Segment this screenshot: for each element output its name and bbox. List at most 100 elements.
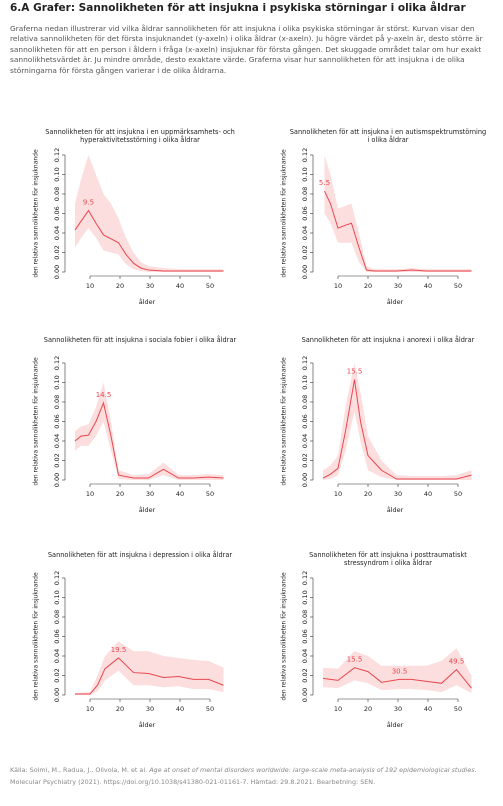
y-tick-label: 0.08 <box>53 187 61 201</box>
chart-title: Sannolikheten för att insjukna i depress… <box>47 551 233 559</box>
y-tick-label: 0.04 <box>53 226 61 240</box>
y-tick-label: 0.00 <box>53 473 61 487</box>
y-tick-label: 0.04 <box>301 434 309 448</box>
y-tick-label: 0.10 <box>53 375 61 389</box>
x-tick-label: 50 <box>454 705 462 713</box>
y-tick-label: 0.10 <box>301 167 309 181</box>
chart: Sannolikheten för att insjukna i en auti… <box>258 122 498 327</box>
x-tick-label: 10 <box>334 282 342 290</box>
confidence-band <box>75 641 224 695</box>
x-tick-label: 30 <box>146 490 154 498</box>
plot: 0.00 0.02 0.04 0.06 0.08 0.10 0.12 den relativa… <box>33 148 224 306</box>
chart-title: Sannolikheten för att insjukna i sociala… <box>43 336 237 344</box>
y-tick-label: 0.02 <box>53 453 61 467</box>
x-tick-label: 20 <box>116 490 124 498</box>
source-text: Källa: Solmi, M., Radua, J., Olivola, M.… <box>10 766 148 774</box>
annotation: 14.5 <box>96 391 112 399</box>
confidence-band <box>323 363 472 480</box>
annotation: 30.5 <box>392 667 408 675</box>
y-tick-label: 0.08 <box>301 610 309 624</box>
line <box>75 657 224 695</box>
line <box>322 667 472 689</box>
y-tick-label: 0.00 <box>53 688 61 702</box>
x-tick-label: 10 <box>86 282 94 290</box>
y-tick-label: 0.02 <box>53 245 61 259</box>
x-tick-label: 50 <box>454 282 462 290</box>
y-tick-label: 0.02 <box>301 668 309 682</box>
x-tick-label: 10 <box>334 705 342 713</box>
x-tick-label: 30 <box>146 282 154 290</box>
confidence-band <box>324 155 472 272</box>
confidence-band <box>323 648 472 694</box>
x-tick-label: 40 <box>424 490 432 498</box>
line <box>322 379 472 480</box>
y-tick-label: 0.12 <box>53 148 61 162</box>
x-tick-label: 40 <box>176 705 184 713</box>
y-tick-label: 0.06 <box>53 206 61 220</box>
heading: 6.A Grafer: Sannolikheten för att insjuk… <box>10 2 466 14</box>
x-tick-label: 30 <box>146 705 154 713</box>
chart: Sannolikheten för att insjukna i sociala… <box>10 330 250 535</box>
annotation: 49.5 <box>449 658 465 666</box>
line <box>324 190 472 272</box>
x-tick-label: 30 <box>394 282 402 290</box>
intro-text: Graferna nedan illustrerar vid vilka åld… <box>10 24 483 75</box>
y-tick-label: 0.04 <box>53 649 61 663</box>
x-tick-label: 10 <box>86 490 94 498</box>
x-tick-label: 50 <box>454 490 462 498</box>
x-tick-label: 30 <box>394 490 402 498</box>
y-axis-label: den relativa sannolikheten för insjuknan… <box>33 149 40 278</box>
x-tick-label: 50 <box>206 490 214 498</box>
chart: Sannolikheten för att insjukna i depress… <box>10 545 250 750</box>
x-tick-label: 10 <box>334 490 342 498</box>
y-tick-label: 0.00 <box>301 473 309 487</box>
y-tick-label: 0.06 <box>301 206 309 220</box>
x-tick-label: 40 <box>176 490 184 498</box>
y-tick-label: 0.10 <box>301 590 309 604</box>
chart-title: Sannolikheten för att insjukna i en uppm… <box>45 128 235 145</box>
y-tick-label: 0.02 <box>301 245 309 259</box>
plot: 0.00 0.02 0.04 0.06 0.08 0.10 0.12 den relativa… <box>33 571 224 729</box>
x-tick-label: 50 <box>206 282 214 290</box>
y-tick-label: 0.06 <box>301 629 309 643</box>
y-tick-label: 0.12 <box>53 571 61 585</box>
plot: 0.00 0.02 0.04 0.06 0.08 0.10 0.12 den relativa… <box>281 571 472 729</box>
source: Källa: Solmi, M., Radua, J., Olivola, M.… <box>10 764 490 788</box>
line <box>74 209 224 272</box>
y-tick-label: 0.12 <box>301 356 309 370</box>
chart: Sannolikheten för att insjukna i posttra… <box>258 545 498 750</box>
x-tick-label: 40 <box>176 282 184 290</box>
line <box>74 401 224 479</box>
y-tick-label: 0.02 <box>301 453 309 467</box>
y-tick-label: 0.00 <box>301 688 309 702</box>
confidence-band <box>75 155 224 272</box>
y-tick-label: 0.08 <box>53 395 61 409</box>
y-axis-label: den relativa sannolikheten för insjuknan… <box>281 572 288 701</box>
y-tick-label: 0.08 <box>301 395 309 409</box>
x-tick-label: 20 <box>116 282 124 290</box>
annotation: 15.5 <box>347 368 363 376</box>
y-tick-label: 0.08 <box>301 187 309 201</box>
source-text: Molecular Psychiatry (2021). https://doi… <box>10 778 376 786</box>
plot: 0.00 0.02 0.04 0.06 0.08 0.10 0.12 den relativa… <box>281 148 472 306</box>
x-tick-label: 30 <box>394 705 402 713</box>
x-axis-label: ålder <box>139 505 156 514</box>
y-tick-label: 0.12 <box>301 571 309 585</box>
chart-title: Sannolikheten för att insjukna i posttra… <box>309 551 467 568</box>
x-tick-label: 40 <box>424 282 432 290</box>
y-axis-label: den relativa sannolikheten för insjuknan… <box>281 357 288 486</box>
x-axis-label: ålder <box>387 505 404 514</box>
y-tick-label: 0.10 <box>53 167 61 181</box>
source-title: Age at onset of mental disorders worldwi… <box>149 766 477 774</box>
y-axis-label: den relativa sannolikheten för insjuknan… <box>281 149 288 278</box>
chart-title: Sannolikheten för att insjukna i en auti… <box>289 128 487 145</box>
y-tick-label: 0.02 <box>53 668 61 682</box>
x-tick-label: 20 <box>364 705 372 713</box>
annotation: 9.5 <box>83 199 94 207</box>
chart-title: Sannolikheten för att insjukna i anorexi… <box>301 336 475 344</box>
plot: 0.00 0.02 0.04 0.06 0.08 0.10 0.12 den relativa… <box>33 356 224 514</box>
annotation: 19.5 <box>111 646 127 654</box>
x-tick-label: 50 <box>206 705 214 713</box>
annotation: 15.5 <box>347 656 363 664</box>
